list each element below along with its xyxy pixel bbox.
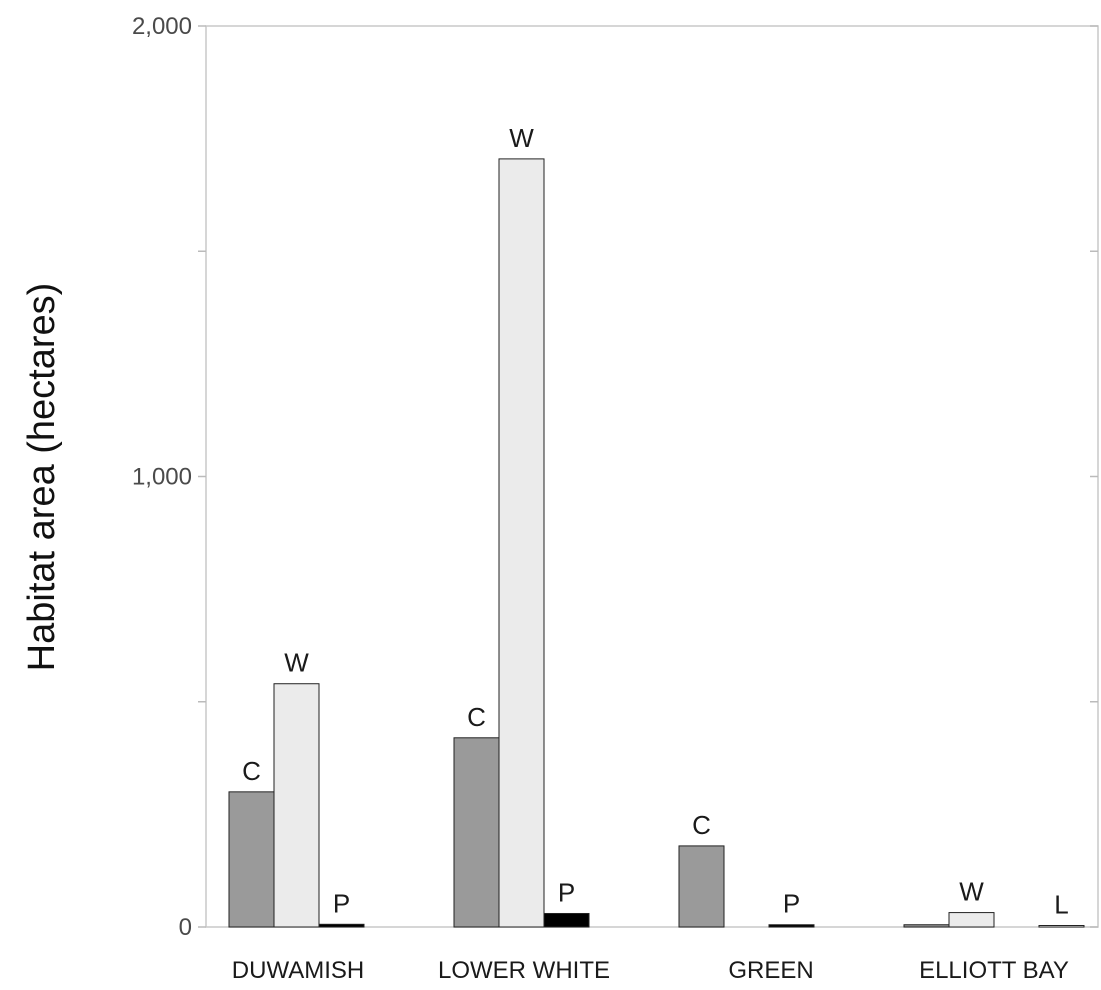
y-axis-ticks: 0 1,000 2,000 xyxy=(132,13,1098,941)
y-tick-label: 0 xyxy=(179,914,192,941)
bar-P-lower-white xyxy=(543,912,590,928)
bar-C-duwamish xyxy=(228,791,275,928)
bar-P-duwamish xyxy=(318,923,365,928)
bar-series xyxy=(228,158,1085,928)
bar-C-green xyxy=(678,845,725,928)
bar-label: C xyxy=(692,810,711,840)
y-axis-title: Habitat area (hectares) xyxy=(21,283,63,672)
bar-label: W xyxy=(284,648,309,678)
category-label: DUWAMISH xyxy=(232,957,364,984)
bar-label: C xyxy=(242,756,261,786)
y-tick-label: 1,000 xyxy=(132,464,192,491)
bar-label: C xyxy=(467,702,486,732)
bar-label: W xyxy=(509,123,534,153)
bar-C-lower-white xyxy=(453,737,500,928)
bar-W-lower-white xyxy=(498,158,545,928)
bar-W-elliott-bay xyxy=(948,912,995,928)
bar-L-elliott-bay xyxy=(1038,925,1085,928)
category-label: GREEN xyxy=(728,957,813,984)
bar-P-green xyxy=(768,924,815,928)
bar-label: P xyxy=(558,877,575,907)
plot-frame xyxy=(205,25,1099,928)
bar-label: P xyxy=(783,889,800,919)
chart-axes xyxy=(205,25,1099,928)
bar-W-duwamish xyxy=(273,683,320,928)
category-label: ELLIOTT BAY xyxy=(919,957,1069,984)
category-labels: DUWAMISH LOWER WHITE GREEN ELLIOTT BAY xyxy=(232,957,1069,984)
bar-labels: C W P C W P C P W L xyxy=(242,123,1069,920)
category-label: LOWER WHITE xyxy=(438,957,610,984)
y-tick-label: 2,000 xyxy=(132,13,192,40)
bar-label: P xyxy=(333,888,350,918)
bar-C-elliott-bay xyxy=(903,924,950,928)
bar-label: W xyxy=(959,877,984,907)
bar-label: L xyxy=(1054,890,1068,920)
